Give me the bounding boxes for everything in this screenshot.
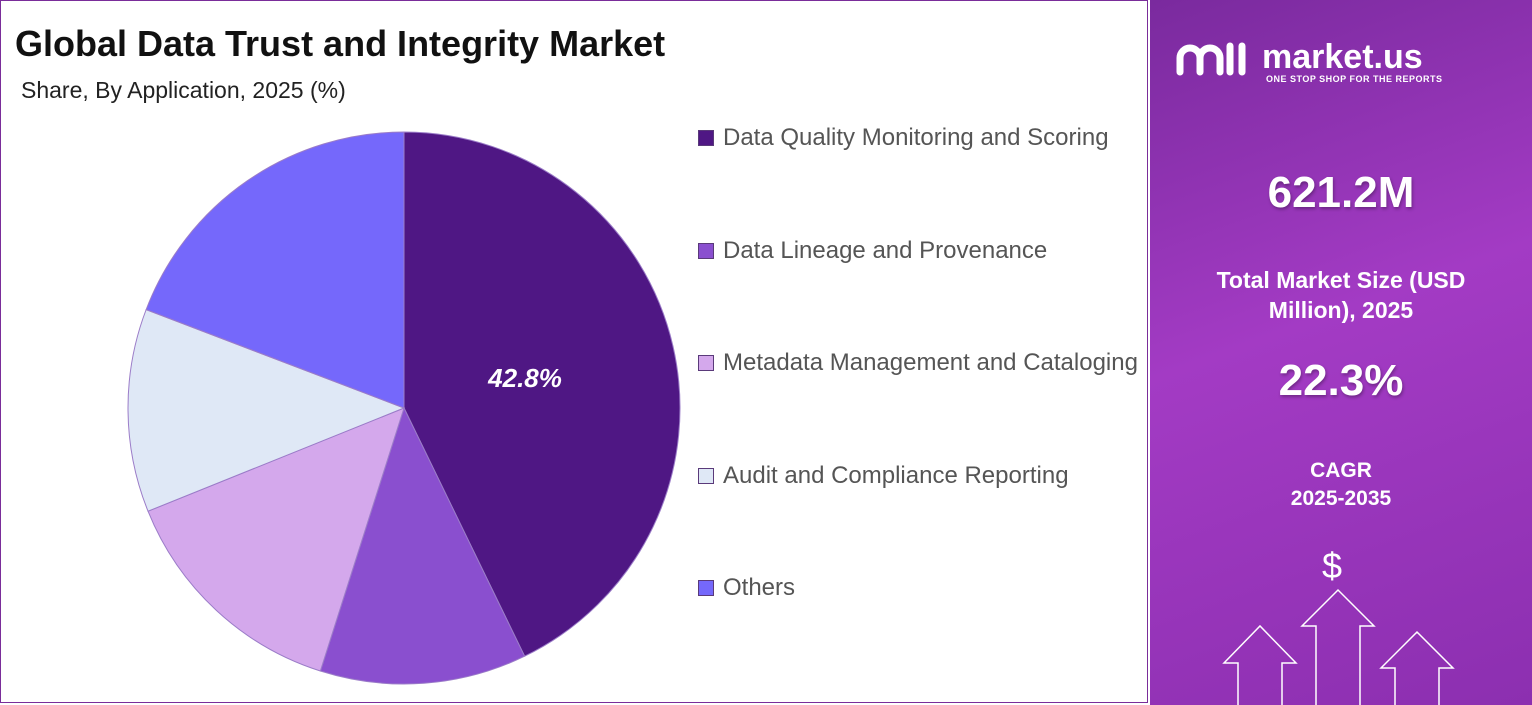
pie-slice [403,131,681,657]
legend-swatch [698,130,714,146]
cagr-period: 2025-2035 [1290,487,1392,510]
legend-item: Audit and Compliance Reporting [698,457,1138,494]
legend-label: Audit and Compliance Reporting [723,461,1069,489]
tagline: ONE STOP SHOP FOR THE REPORTS [1266,74,1443,84]
pie-slice [319,406,526,685]
legend-item: Data Lineage and Provenance [698,232,1138,269]
legend-label: Data Quality Monitoring and Scoring [723,124,1109,151]
chart-subtitle: Share, By Application, 2025 (%) [21,77,346,103]
pie-chart: 42.8% [127,131,681,685]
legend-label: Data Lineage and Provenance [723,236,1048,264]
market-size: 621.2M [1267,168,1415,217]
market-size-label: Total Market Size (USD Million), 2025 [1216,267,1466,323]
brand: market.us [1262,38,1423,76]
pie-slice [127,308,406,512]
currency-icon: $ [1322,545,1343,586]
chart-panel: Global Data Trust and Integrity Market S… [0,0,1148,703]
chart-title: Global Data Trust and Integrity Market [15,23,666,64]
value-label: 42.8% [487,363,562,393]
side-panel: market.us ONE STOP SHOP FOR THE REPORTS … [1150,0,1532,705]
logo-icon [1176,42,1246,76]
legend-swatch [698,242,714,259]
legend-swatch [698,467,714,484]
legend-label: Others [723,574,796,601]
legend-swatch [698,355,714,371]
pie-slice [145,131,405,409]
legend-item: Others [698,569,1138,606]
legend-swatch [698,580,714,596]
pie-slice [147,407,405,672]
cagr-label: CAGR [1310,459,1372,482]
arrows [1222,588,1455,705]
decoration [1176,42,1455,705]
legend-label: Metadata Management and Cataloging [723,349,1138,376]
legend-item: Data Quality Monitoring and Scoring [698,119,1138,156]
cagr: 22.3% [1278,356,1404,405]
legend-item: Metadata Management and Cataloging [698,344,1138,381]
